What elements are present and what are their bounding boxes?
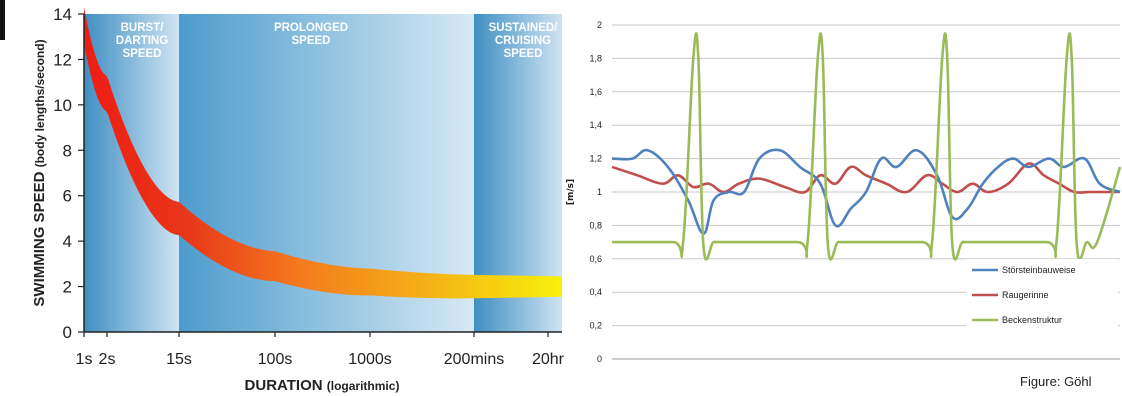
zone-label: SPEED: [292, 35, 331, 47]
velocity-line-chart: 0 0,2 0,4 0,6 0,8 1 1,2 1,4 1,6 1,8 2 [m/s] Störstei…: [566, 20, 1122, 364]
y-tick-label: 14: [53, 5, 72, 24]
zone-label: DARTING: [116, 35, 168, 47]
x-tick-label: 2s: [99, 351, 116, 368]
swimming-speed-chart: BURST/DARTINGSPEEDPROLONGEDSPEEDSUSTAINE…: [31, 5, 565, 394]
zone-label: PROLONGED: [274, 22, 348, 34]
x-tick-label: 1000s: [348, 351, 392, 368]
y-tick-label: 12: [53, 50, 72, 69]
y-tick-label: 2: [63, 278, 72, 297]
y-tick-label: 8: [63, 141, 72, 160]
y-tick-label: 0,6: [589, 254, 602, 264]
y-tick-label: 0,2: [589, 321, 602, 331]
y-tick-label: 2: [597, 20, 602, 30]
x-tick-label: 1s: [76, 351, 93, 368]
x-axis-label: DURATION (logarithmic): [245, 377, 400, 394]
x-tick-label: 100s: [258, 351, 293, 368]
legend-label: Störsteinbauweise: [1002, 265, 1076, 275]
speed-curve: [84, 7, 562, 299]
y-tick-label: 10: [53, 96, 72, 115]
zone-label: BURST/: [121, 22, 165, 34]
y-tick-label: 1,6: [589, 87, 602, 97]
zone-label: SPEED: [504, 48, 543, 60]
corner-mark: [0, 0, 5, 40]
y-tick-label: 0: [597, 354, 602, 364]
zone-label: SUSTAINED/: [489, 22, 559, 34]
y-tick-label: 1,2: [589, 154, 602, 164]
figure-credit: Figure: Göhl: [1020, 374, 1092, 389]
legend-label: Beckenstruktur: [1002, 315, 1062, 325]
series-line-3: [612, 32, 1122, 261]
y-axis-label: [m/s]: [566, 179, 576, 205]
x-tick-label: 15s: [166, 351, 192, 368]
y-tick-label: 6: [63, 187, 72, 206]
y-tick-label: 0,8: [589, 220, 602, 230]
y-axis-label: SWIMMING SPEED (body lengths/second): [31, 39, 48, 306]
series-line-2: [611, 162, 1120, 194]
zone-label: SPEED: [123, 48, 162, 60]
y-tick-label: 1,4: [589, 120, 602, 130]
x-tick-label: 20hr: [532, 351, 565, 368]
y-tick-label: 4: [63, 232, 72, 251]
y-tick-label: 0: [63, 323, 72, 342]
zone-label: CRUISING: [495, 35, 551, 47]
x-tick-label: 200mins: [444, 351, 504, 368]
y-tick-label: 0,4: [589, 287, 602, 297]
y-tick-label: 1: [597, 187, 602, 197]
y-tick-label: 1,8: [589, 53, 602, 63]
legend-label: Raugerinne: [1002, 290, 1049, 300]
